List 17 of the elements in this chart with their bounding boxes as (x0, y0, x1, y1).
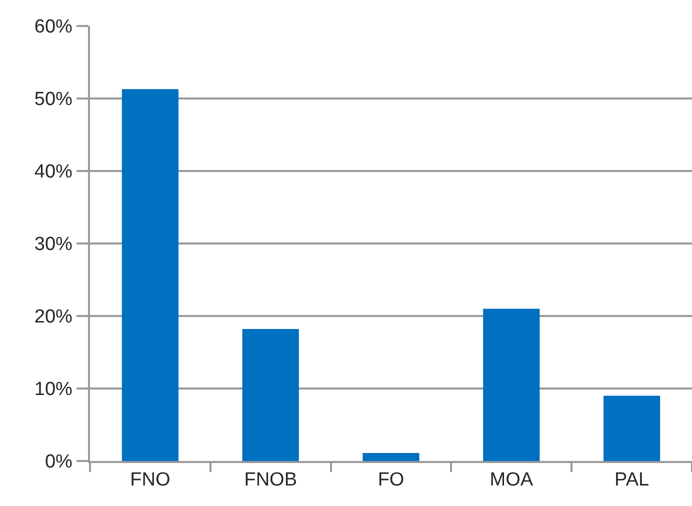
bar (242, 329, 299, 461)
bar (362, 453, 420, 461)
x-tick-label: FNO (130, 470, 170, 491)
y-tick-label: 20% (34, 306, 73, 328)
bar (122, 89, 178, 461)
bar (483, 308, 540, 461)
y-tick-label: 60% (34, 16, 73, 38)
x-tick-label: FO (378, 470, 404, 491)
y-tick-label: 30% (34, 234, 73, 256)
y-tick-label: 50% (34, 89, 73, 110)
x-tick-label: PAL (614, 470, 650, 491)
y-tick-label: 0% (44, 452, 73, 473)
x-tick-label: FNOB (244, 470, 297, 491)
y-tick-label: 10% (34, 379, 73, 400)
y-tick-label: 40% (34, 162, 73, 183)
x-tick-label: MOA (490, 470, 534, 491)
bar (604, 396, 660, 461)
